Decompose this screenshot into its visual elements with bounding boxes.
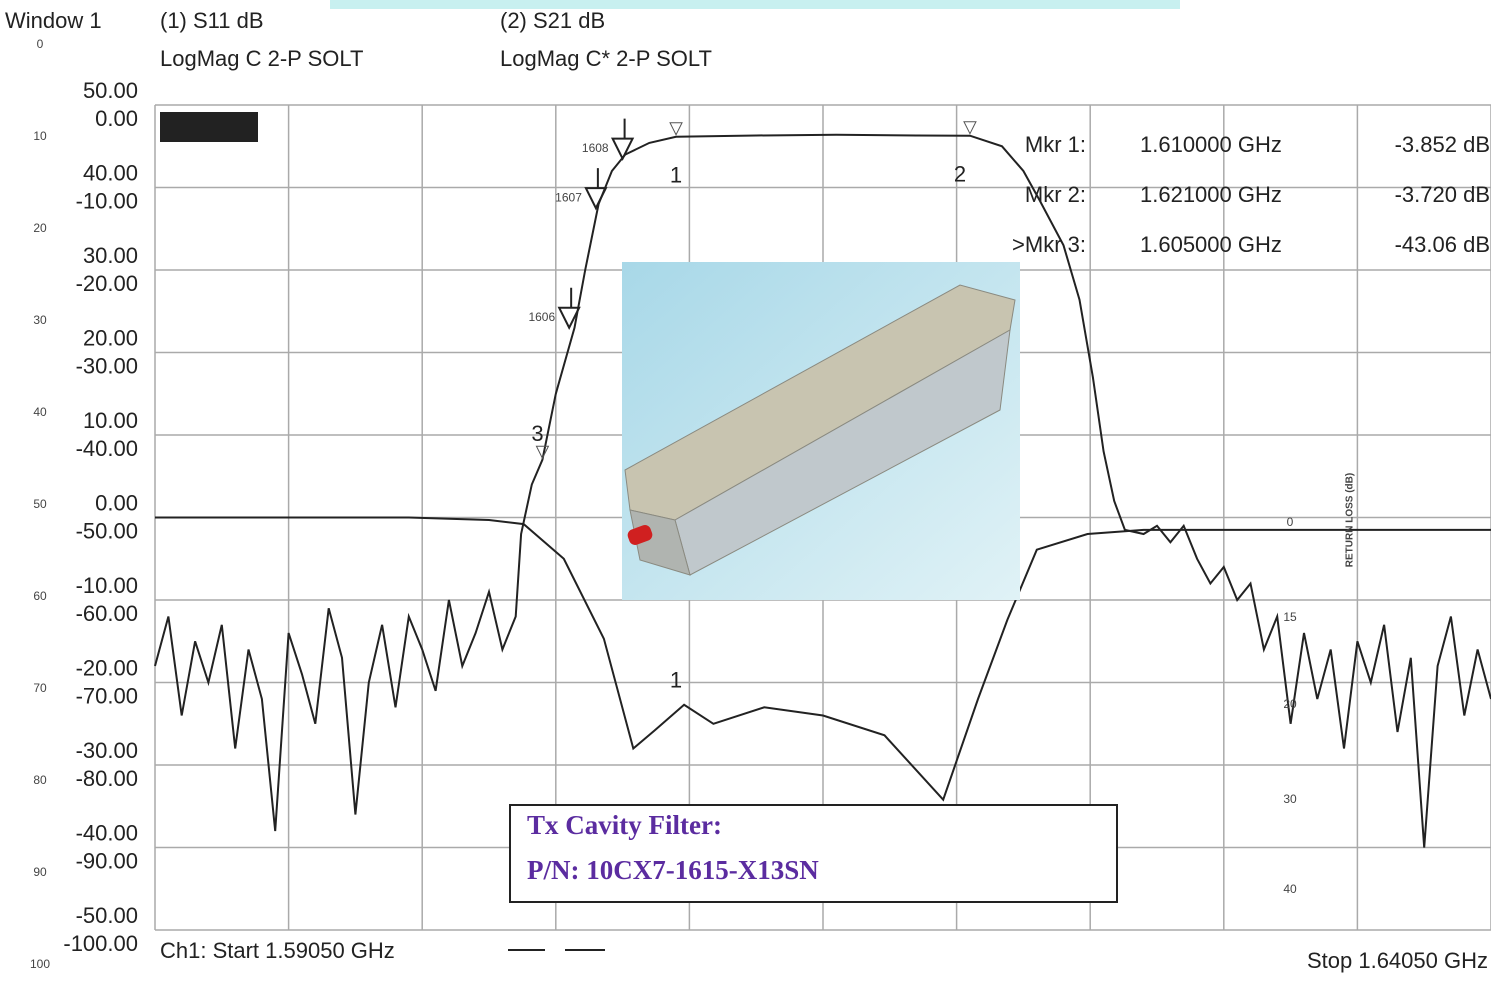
y2-tick-label: -30.00 [76,738,138,763]
s11-marker-id: 1 [670,668,682,693]
ref-marker-label: 1608 [582,141,609,155]
paper-scale-label: 60 [33,589,47,603]
paper-scale-label: 90 [33,865,47,879]
start-label: Ch1: Start 1.59050 GHz [160,938,395,963]
y2-tick-label: 50.00 [83,78,138,103]
return-loss-tick: 0 [1287,515,1294,529]
ref-marker [584,187,608,211]
annotation: P/N: 10CX7-1615-X13SN [527,855,819,885]
trace-format: LogMag C 2-P SOLT [160,46,363,71]
top-bar [330,0,1180,9]
y-tick-label: -60.00 [76,601,138,626]
marker-id: 1 [670,163,682,188]
paper-scale-label: 50 [33,497,47,511]
marker [535,445,550,460]
y2-tick-label: 20.00 [83,325,138,350]
return-loss-tick: 30 [1283,792,1297,806]
y-tick-label: -20.00 [76,271,138,296]
y-tick-label: -70.00 [76,683,138,708]
trace-format: LogMag C* 2-P SOLT [500,46,712,71]
paper-scale-label: 80 [33,773,47,787]
y2-tick-label: 10.00 [83,408,138,433]
product-photo [622,262,1020,600]
y2-tick-label: -40.00 [76,820,138,845]
paper-scale-label: 20 [33,221,47,235]
y-tick-label: -100.00 [63,931,138,956]
marker-value: -3.720 dB [1395,182,1490,207]
ref-marker [557,306,581,330]
marker [963,121,977,135]
annotation: Tx Cavity Filter: [527,810,722,840]
y2-tick-label: 40.00 [83,160,138,185]
return-loss-tick: 15 [1283,610,1297,624]
trace-name: (2) S21 dB [500,8,605,33]
marker-freq: 1.610000 GHz [1140,132,1282,157]
y2-tick-label: -20.00 [76,655,138,680]
y-tick-label: 0.00 [95,106,138,131]
y-tick-label: -50.00 [76,518,138,543]
trace-line [154,133,1491,848]
window-label: Window 1 [5,8,102,33]
marker-value: -3.852 dB [1395,132,1490,157]
marker-name: Mkr 1: [1025,132,1086,157]
y-tick-label: -10.00 [76,188,138,213]
y-tick-label: -80.00 [76,766,138,791]
marker-value: -43.06 dB [1395,232,1490,257]
paper-scale-label: 10 [33,129,47,143]
stop-label: Stop 1.64050 GHz [1307,948,1488,973]
y-tick-label: -40.00 [76,436,138,461]
paper-scale-label: 40 [33,405,47,419]
annotation-box [509,804,1118,903]
y2-tick-label: 0.00 [95,490,138,515]
paper-scale-label: 100 [30,957,50,971]
marker-freq: 1.621000 GHz [1140,182,1282,207]
ref-marker [610,137,635,161]
y-tick-label: -90.00 [76,848,138,873]
y2-tick-label: 30.00 [83,243,138,268]
y-tick-label: -30.00 [76,353,138,378]
ref-marker-label: 1606 [528,310,555,324]
marker-name: >Mkr 3: [1012,232,1086,257]
marker-id: 2 [954,162,966,187]
marker [669,122,683,136]
return-loss-label: RETURN LOSS (dB) [1345,473,1356,567]
marker-id: 3 [531,421,543,446]
y2-tick-label: -50.00 [76,903,138,928]
trace-name: (1) S11 dB [160,8,264,33]
trace-line [155,516,1491,802]
paper-scale-label: 30 [33,313,47,327]
marker-freq: 1.605000 GHz [1140,232,1282,257]
trace-tag [160,112,258,142]
return-loss-tick: 40 [1283,882,1297,896]
y2-tick-label: -10.00 [76,573,138,598]
ref-marker-label: 1607 [555,190,582,204]
return-loss-tick: 20 [1283,697,1297,711]
paper-scale-label: 0 [37,37,44,51]
paper-scale-label: 70 [33,681,47,695]
marker-name: Mkr 2: [1025,182,1086,207]
